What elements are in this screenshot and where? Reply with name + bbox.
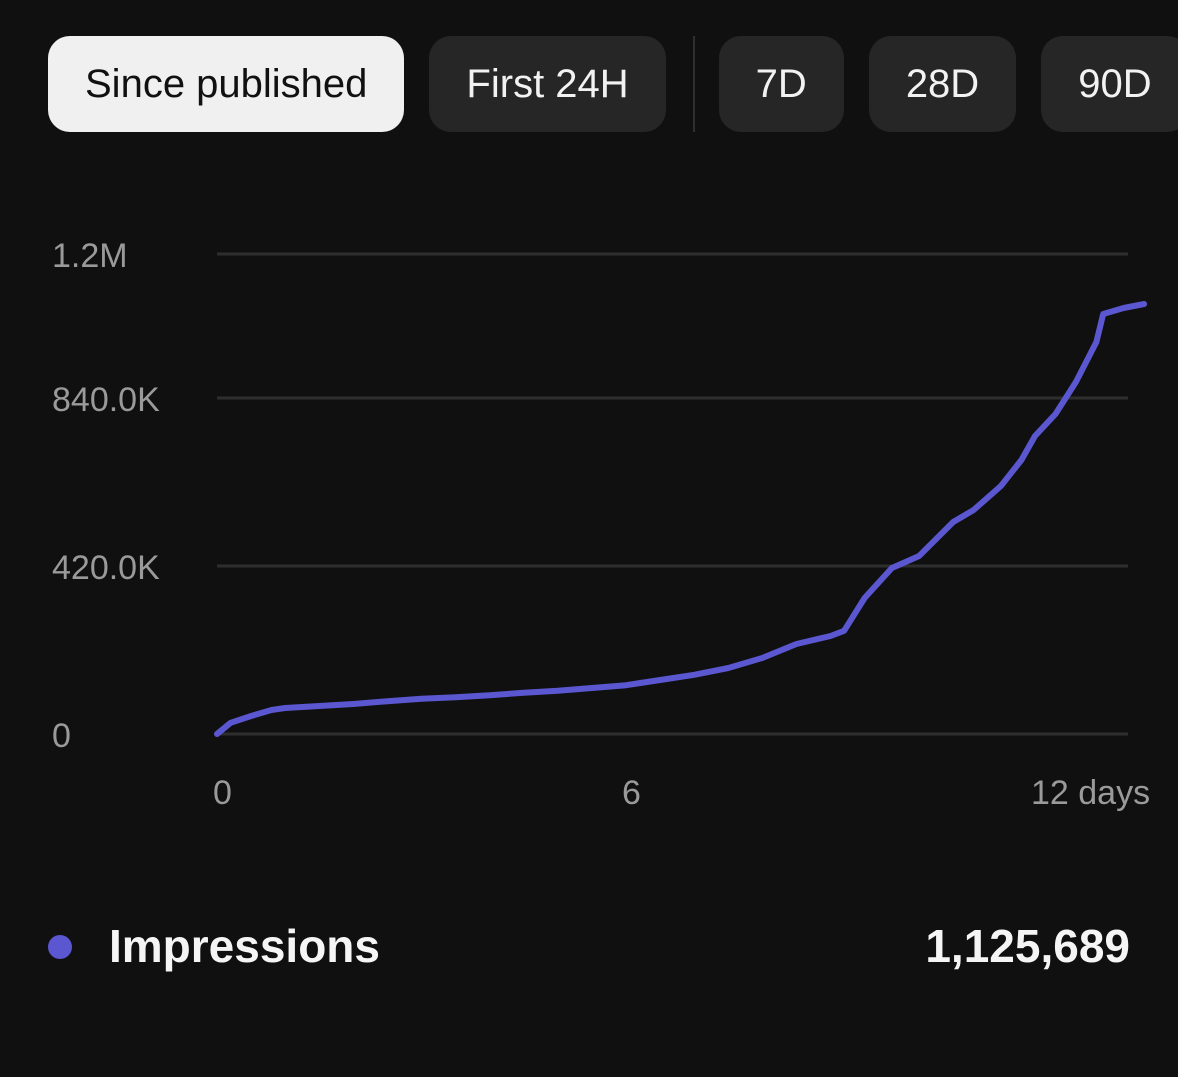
- impressions-line-chart: 0 420.0K 840.0K 1.2M 0 6 12 days: [52, 237, 1150, 812]
- x-tick-label-1: 6: [622, 774, 641, 812]
- legend-label-impressions: Impressions: [109, 920, 380, 972]
- filter-first-24h[interactable]: First 24H: [429, 36, 666, 132]
- chart-legend: Impressions 1,125,689: [48, 915, 1130, 979]
- filter-divider: [692, 36, 695, 132]
- filter-since-published[interactable]: Since published: [48, 36, 405, 132]
- filter-28d[interactable]: 28D: [868, 36, 1017, 132]
- y-tick-label-0: 0: [52, 717, 71, 755]
- y-tick-label-2: 840.0K: [52, 381, 160, 419]
- legend-value-impressions: 1,125,689: [925, 920, 1130, 972]
- series-line-impressions: [214, 301, 1148, 737]
- x-tick-label-0: 0: [213, 774, 232, 812]
- filter-90d[interactable]: 90D: [1041, 36, 1178, 132]
- filter-7d[interactable]: 7D: [718, 36, 844, 132]
- legend-dot-impressions: [48, 935, 72, 959]
- y-tick-label-3: 1.2M: [52, 237, 128, 275]
- x-tick-label-2: 12 days: [1031, 774, 1150, 812]
- time-range-filter-bar: Since published First 24H 7D 28D 90D: [48, 36, 1178, 132]
- y-tick-label-1: 420.0K: [52, 549, 160, 587]
